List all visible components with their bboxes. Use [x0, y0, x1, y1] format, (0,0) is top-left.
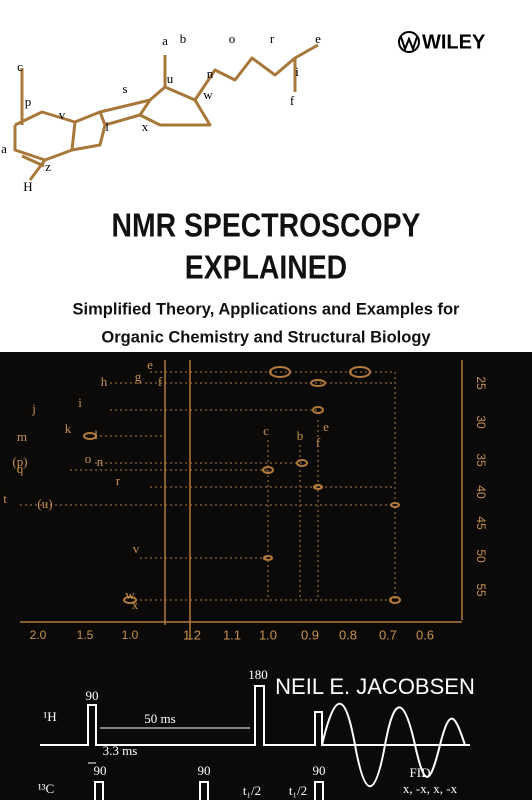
pulse-label: 180 [248, 667, 268, 682]
peak-label: l [94, 427, 98, 442]
atom-label: l [105, 119, 109, 134]
publisher: WILEY [422, 31, 486, 53]
peak-label: (p) [12, 454, 27, 469]
peak-label: i [78, 395, 82, 410]
atom-label: w [203, 87, 213, 102]
peak-label: (u) [37, 496, 52, 511]
pulse-label: ¹³C [38, 781, 54, 796]
pulse-label: ¹H [43, 709, 56, 724]
ppm-13c-label: 35 [474, 453, 488, 467]
atom-label: b [180, 31, 187, 46]
spectrum-frame [20, 360, 463, 640]
ppm-13c-label: 55 [474, 583, 488, 597]
pulse-sequence [40, 685, 470, 800]
peak-label: o [85, 451, 92, 466]
peak-label: w [125, 587, 135, 602]
pulse-label: t₁/2 [243, 783, 261, 798]
atom-label: e [315, 31, 321, 46]
subtitle-line: Organic Chemistry and Structural Biology [101, 328, 431, 346]
title-line: NMR SPECTROSCOPY [112, 207, 421, 245]
atom-label: z [45, 159, 51, 174]
ppm-1h-label: 1.1 [223, 627, 241, 642]
peak-label: k [65, 421, 72, 436]
peak-label: g [135, 369, 142, 384]
ppm-label: 2.0 [30, 628, 47, 642]
ppm-1h-label: 0.9 [301, 627, 319, 642]
ppm-1h-label: 1.2 [183, 627, 201, 642]
atom-label: v [59, 107, 66, 122]
peak-label: f [158, 374, 163, 389]
peak-label: r [116, 473, 121, 488]
ppm-13c-label: 50 [474, 549, 488, 563]
peak-label: m [17, 429, 27, 444]
ppm-1h-label: 0.6 [416, 627, 434, 642]
subtitle-line: Simplified Theory, Applications and Exam… [73, 300, 460, 318]
ppm-1h-label: 0.7 [379, 627, 397, 642]
peak-label: e [323, 419, 329, 434]
atom-label: a [1, 141, 7, 156]
peak-label: e [147, 357, 153, 372]
ppm-label: 1.0 [122, 628, 139, 642]
ppm-13c-label: 40 [474, 485, 488, 499]
author: NEIL E. JACOBSEN [275, 674, 475, 699]
peak-label: c [263, 423, 269, 438]
peak-label: j [31, 401, 36, 416]
peak-label: h [101, 374, 108, 389]
atom-label: a [162, 33, 168, 48]
peak-label: b [297, 428, 304, 443]
pulse-label: 50 ms [144, 711, 175, 726]
molecule [13, 43, 319, 181]
atom-label: f [290, 93, 295, 108]
pulse-label: FID [410, 765, 431, 780]
atom-label: i [295, 64, 299, 79]
pulse-label: 90 [94, 763, 107, 778]
atom-label: p [25, 94, 32, 109]
atom-label: n [207, 66, 214, 81]
peak-label: n [97, 454, 104, 469]
bottom-panel [0, 352, 532, 800]
ppm-13c-label: 25 [474, 376, 488, 390]
pulse-label: 90 [86, 688, 99, 703]
atom-label: s [122, 81, 127, 96]
ppm-1h-label: 1.0 [259, 627, 277, 642]
pulse-label: t₁/2 [289, 783, 307, 798]
peak-label: q [17, 461, 24, 476]
pulse-label: 90 [198, 763, 211, 778]
peak-label: t [3, 491, 7, 506]
title-line: EXPLAINED [185, 249, 347, 287]
ppm-13c-label: 30 [474, 415, 488, 429]
pulse-label: 90 [313, 763, 326, 778]
atom-label: u [167, 71, 174, 86]
peak-label: v [133, 541, 140, 556]
ppm-label: 1.5 [77, 628, 94, 642]
top-panel [0, 0, 532, 352]
atom-label: c [17, 59, 23, 74]
pulse-label: 3.3 ms [103, 743, 138, 758]
atom-label: x [142, 119, 149, 134]
peak-label: f [316, 435, 321, 450]
atom-label: H [23, 179, 32, 194]
ppm-13c-label: 45 [474, 516, 488, 530]
pulse-label: x, -x, x, -x [403, 781, 458, 796]
ppm-1h-label: 0.8 [339, 627, 357, 642]
atom-label: r [270, 31, 275, 46]
atom-label: o [229, 31, 236, 46]
wiley-logo [398, 31, 420, 53]
peak-label: x [132, 597, 139, 612]
